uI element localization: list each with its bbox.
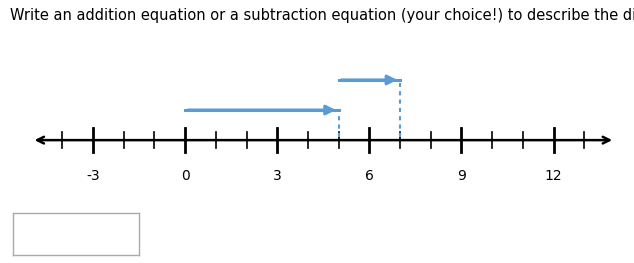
Text: 0: 0 bbox=[181, 169, 190, 183]
Text: 12: 12 bbox=[545, 169, 562, 183]
Text: 3: 3 bbox=[273, 169, 281, 183]
Text: -3: -3 bbox=[86, 169, 100, 183]
Text: 9: 9 bbox=[457, 169, 466, 183]
Text: Write an addition equation or a subtraction equation (your choice!) to describe : Write an addition equation or a subtract… bbox=[10, 8, 634, 23]
Text: 6: 6 bbox=[365, 169, 374, 183]
